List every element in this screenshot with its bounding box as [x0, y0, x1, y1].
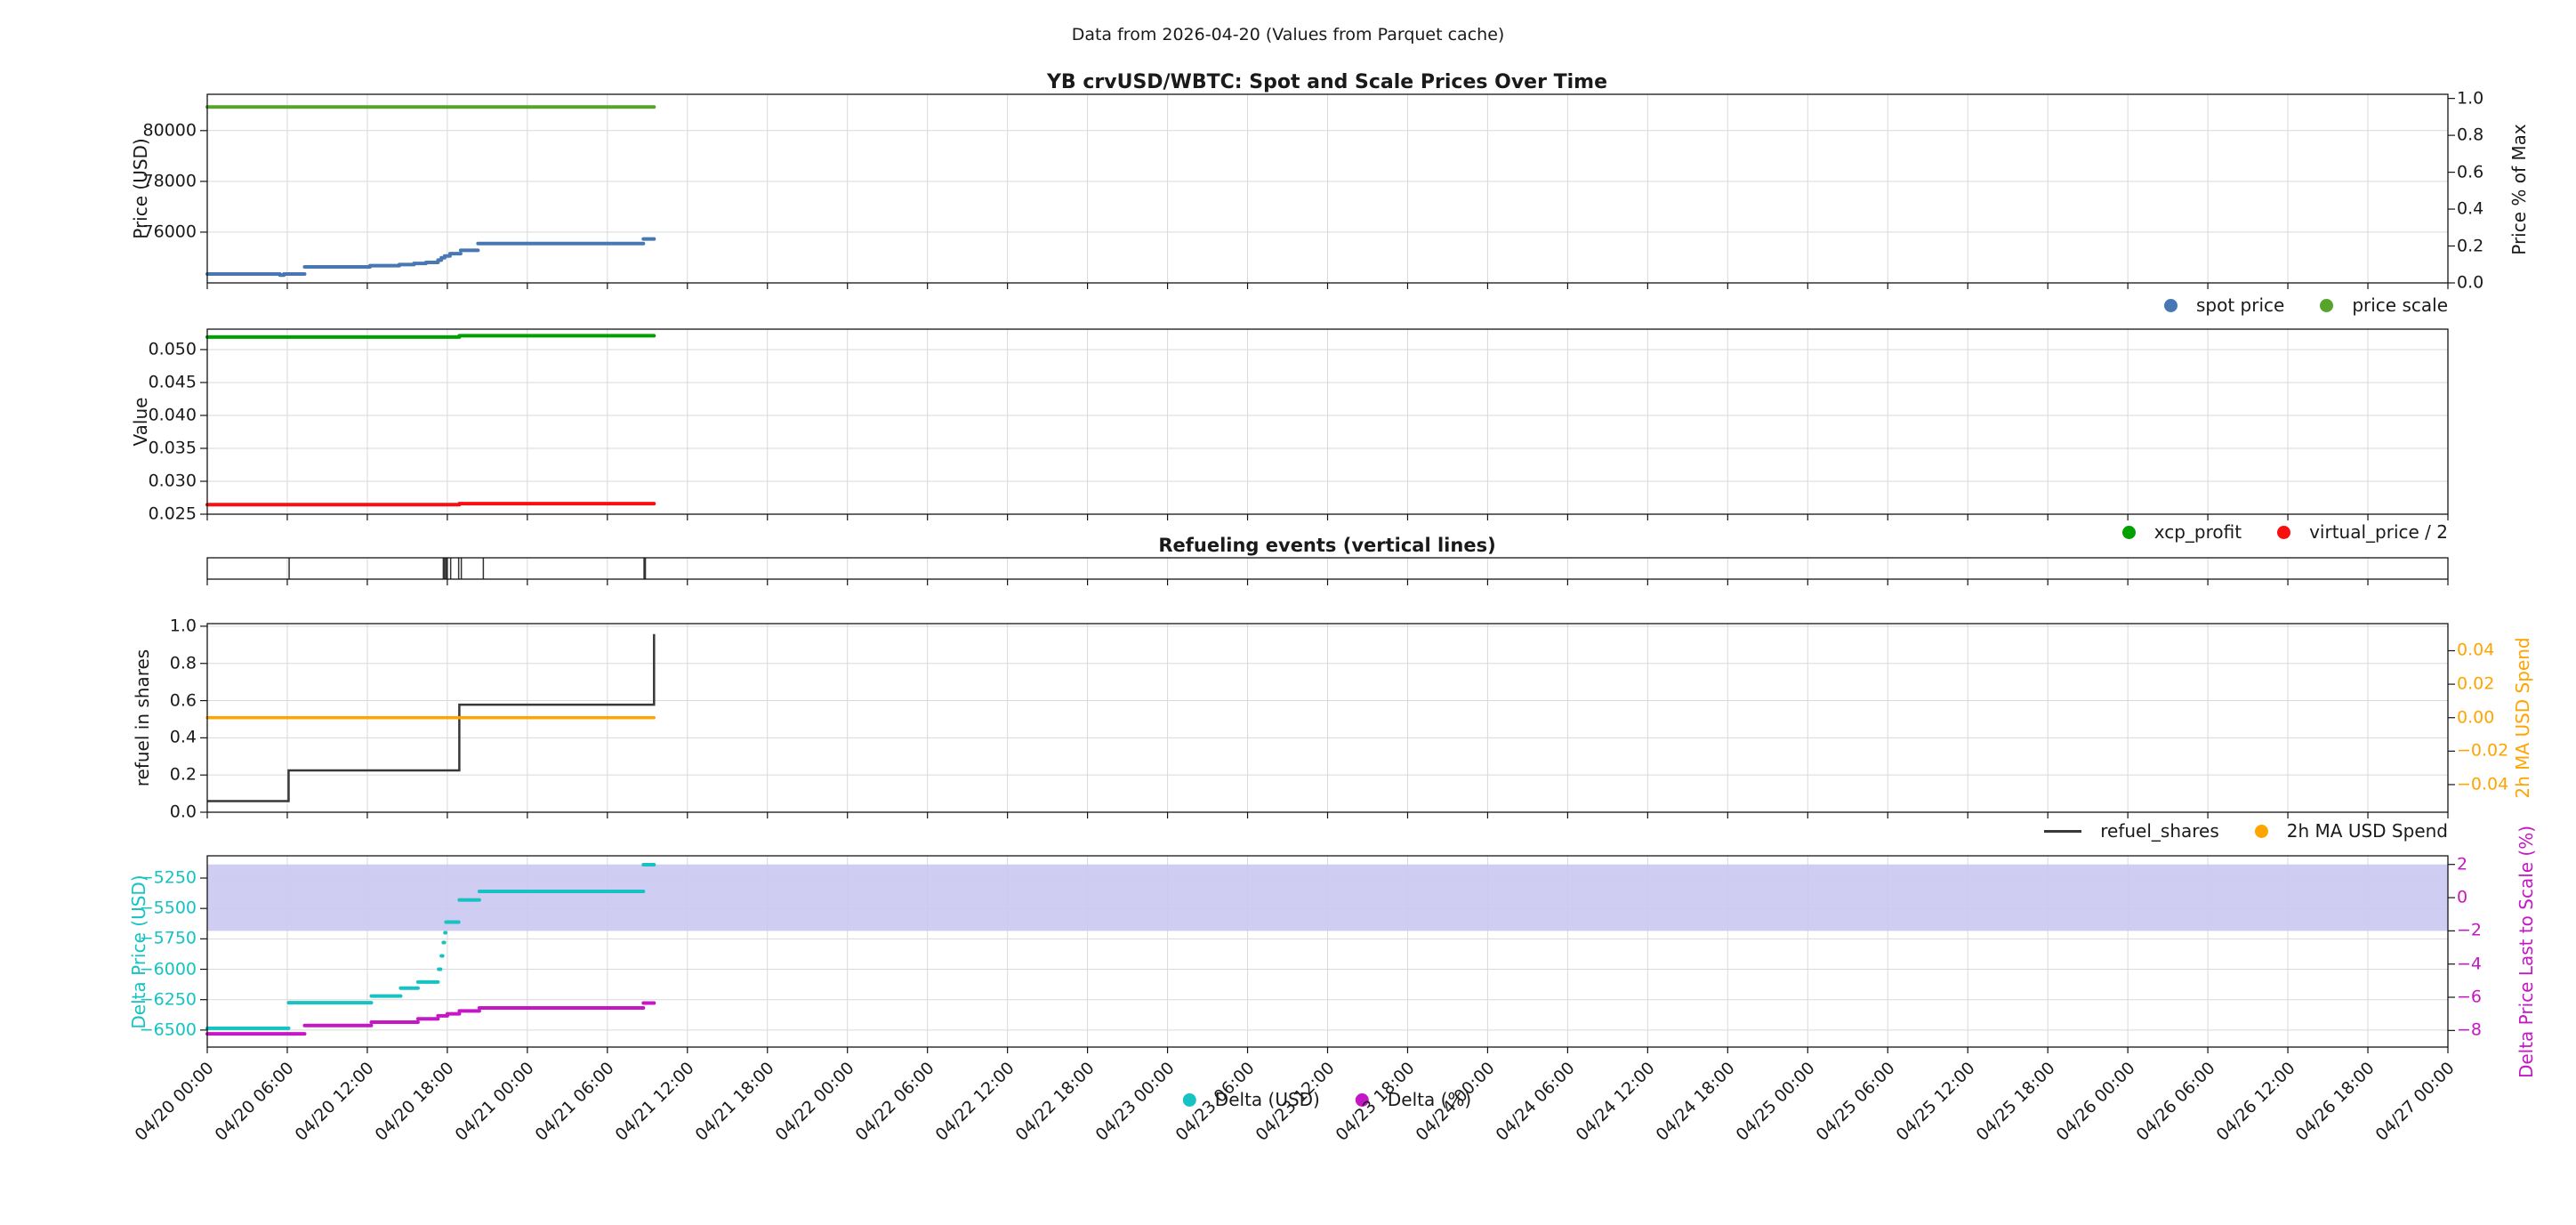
ytick-label-right-delta: 0: [2457, 887, 2468, 907]
ytick-label-value: 0.045: [148, 372, 197, 392]
legend-delta: Delta (USD) Delta (%): [1182, 1089, 1472, 1110]
ytick-label-right-delta: −8: [2457, 1019, 2483, 1040]
legend-label: virtual_price / 2: [2309, 521, 2448, 543]
ytick-label-right-prices: 0.8: [2457, 125, 2484, 145]
ytick-label-right-delta: −4: [2457, 954, 2483, 974]
ytick-label-right-prices: 0.4: [2457, 198, 2484, 219]
ytick-label-right-prices: 1.0: [2457, 88, 2484, 109]
ytick-label-value: 0.040: [148, 405, 197, 425]
ytick-label-prices: 76000: [142, 222, 197, 242]
xcp-profit-marker-icon: [2121, 525, 2136, 539]
legend-item-price-scale: price scale: [2320, 296, 2448, 314]
legend-item-usd-spend: 2h MA USD Spend: [2254, 820, 2448, 842]
ytick-label-right-delta: −2: [2457, 920, 2483, 940]
delta-pct-marker-icon: [1355, 1092, 1369, 1107]
ytick-label-right-prices: 0.0: [2457, 272, 2484, 293]
ytick-label-refuel: 0.0: [169, 802, 197, 822]
ytick-label-delta: −6500: [139, 1019, 197, 1040]
legend-item-refuel-shares: refuel_shares: [2044, 822, 2219, 840]
suptitle: Data from 2026-04-20 (Values from Parque…: [1071, 25, 1505, 44]
ytick-label-delta: −6250: [139, 989, 197, 1010]
target-band: [207, 864, 2448, 931]
ytick-label-prices: 80000: [142, 120, 197, 141]
legend-label: price scale: [2352, 294, 2448, 316]
series-refuel-shares: [207, 633, 656, 802]
ytick-label-right-delta: 2: [2457, 854, 2468, 874]
ytick-label-right-delta: −6: [2457, 987, 2483, 1007]
ytick-label-delta: −5500: [139, 898, 197, 918]
ytick-label-refuel: 0.6: [169, 690, 197, 711]
ytick-label-refuel: 0.8: [169, 653, 197, 673]
ytick-label-delta: −5750: [139, 928, 197, 948]
ytick-label-refuel: 0.4: [169, 727, 197, 747]
legend-item-spot-price: spot price: [2164, 296, 2284, 314]
virtual-price-marker-icon: [2277, 525, 2291, 539]
legend-item-xcp-profit: xcp_profit: [2121, 521, 2242, 543]
subplot-refuel: [200, 623, 2455, 818]
ytick-label-delta: −5250: [139, 867, 197, 888]
usd-spend-marker-icon: [2254, 824, 2268, 838]
legend-label: Delta (USD): [1214, 1089, 1320, 1110]
subplot-refuel-events: [206, 557, 2449, 585]
ytick-label-right-refuel: −0.02: [2457, 740, 2509, 761]
subplot-delta: [200, 855, 2455, 1053]
legend-refuel: refuel_shares 2h MA USD Spend: [2044, 822, 2448, 840]
legend-label: spot price: [2196, 294, 2285, 316]
legend-label: Delta (%): [1387, 1089, 1472, 1110]
ytick-label-value: 0.025: [148, 504, 197, 524]
legend-label: refuel_shares: [2100, 820, 2219, 842]
series-spot-price: [205, 237, 656, 278]
price-scale-marker-icon: [2320, 298, 2334, 312]
ytick-label-value: 0.030: [148, 471, 197, 491]
ytick-label-refuel: 1.0: [169, 616, 197, 636]
subplot-value: [200, 328, 2449, 520]
ytick-label-delta: −6000: [139, 959, 197, 979]
series-delta-usd-: [205, 862, 656, 1030]
subplot-prices: [200, 93, 2455, 289]
legend-item-delta-pct: Delta (%): [1355, 1089, 1472, 1110]
ytick-label-right-refuel: 0.02: [2457, 673, 2495, 694]
ytick-label-value: 0.035: [148, 438, 197, 458]
ytick-label-value: 0.050: [148, 339, 197, 359]
ytick-label-refuel: 0.2: [169, 764, 197, 785]
ytick-label-right-refuel: −0.04: [2457, 774, 2509, 794]
legend-value: xcp_profit virtual_price / 2: [2121, 521, 2448, 543]
refuel-events-title: Refueling events (vertical lines): [1158, 535, 1496, 556]
legend-label: 2h MA USD Spend: [2286, 820, 2448, 842]
legend-item-virtual-price: virtual_price / 2: [2277, 523, 2448, 541]
legend-item-delta-usd: Delta (USD): [1182, 1089, 1320, 1110]
ytick-label-right-refuel: 0.04: [2457, 640, 2495, 660]
series-xcp-profit: [205, 334, 656, 339]
refuel-shares-marker-icon: [2044, 829, 2082, 833]
spot-price-marker-icon: [2164, 298, 2178, 312]
series-delta-: [205, 1001, 656, 1036]
ytick-label-right-prices: 0.2: [2457, 236, 2484, 256]
ytick-label-right-refuel: 0.00: [2457, 707, 2495, 728]
legend-label: xcp_profit: [2153, 521, 2242, 543]
ytick-label-right-prices: 0.6: [2457, 162, 2484, 182]
ytick-label-prices: 78000: [142, 171, 197, 191]
legend-prices: spot price price scale: [2164, 296, 2448, 314]
delta-usd-marker-icon: [1182, 1092, 1196, 1107]
chart-title: YB crvUSD/WBTC: Spot and Scale Prices Ov…: [1047, 71, 1607, 93]
